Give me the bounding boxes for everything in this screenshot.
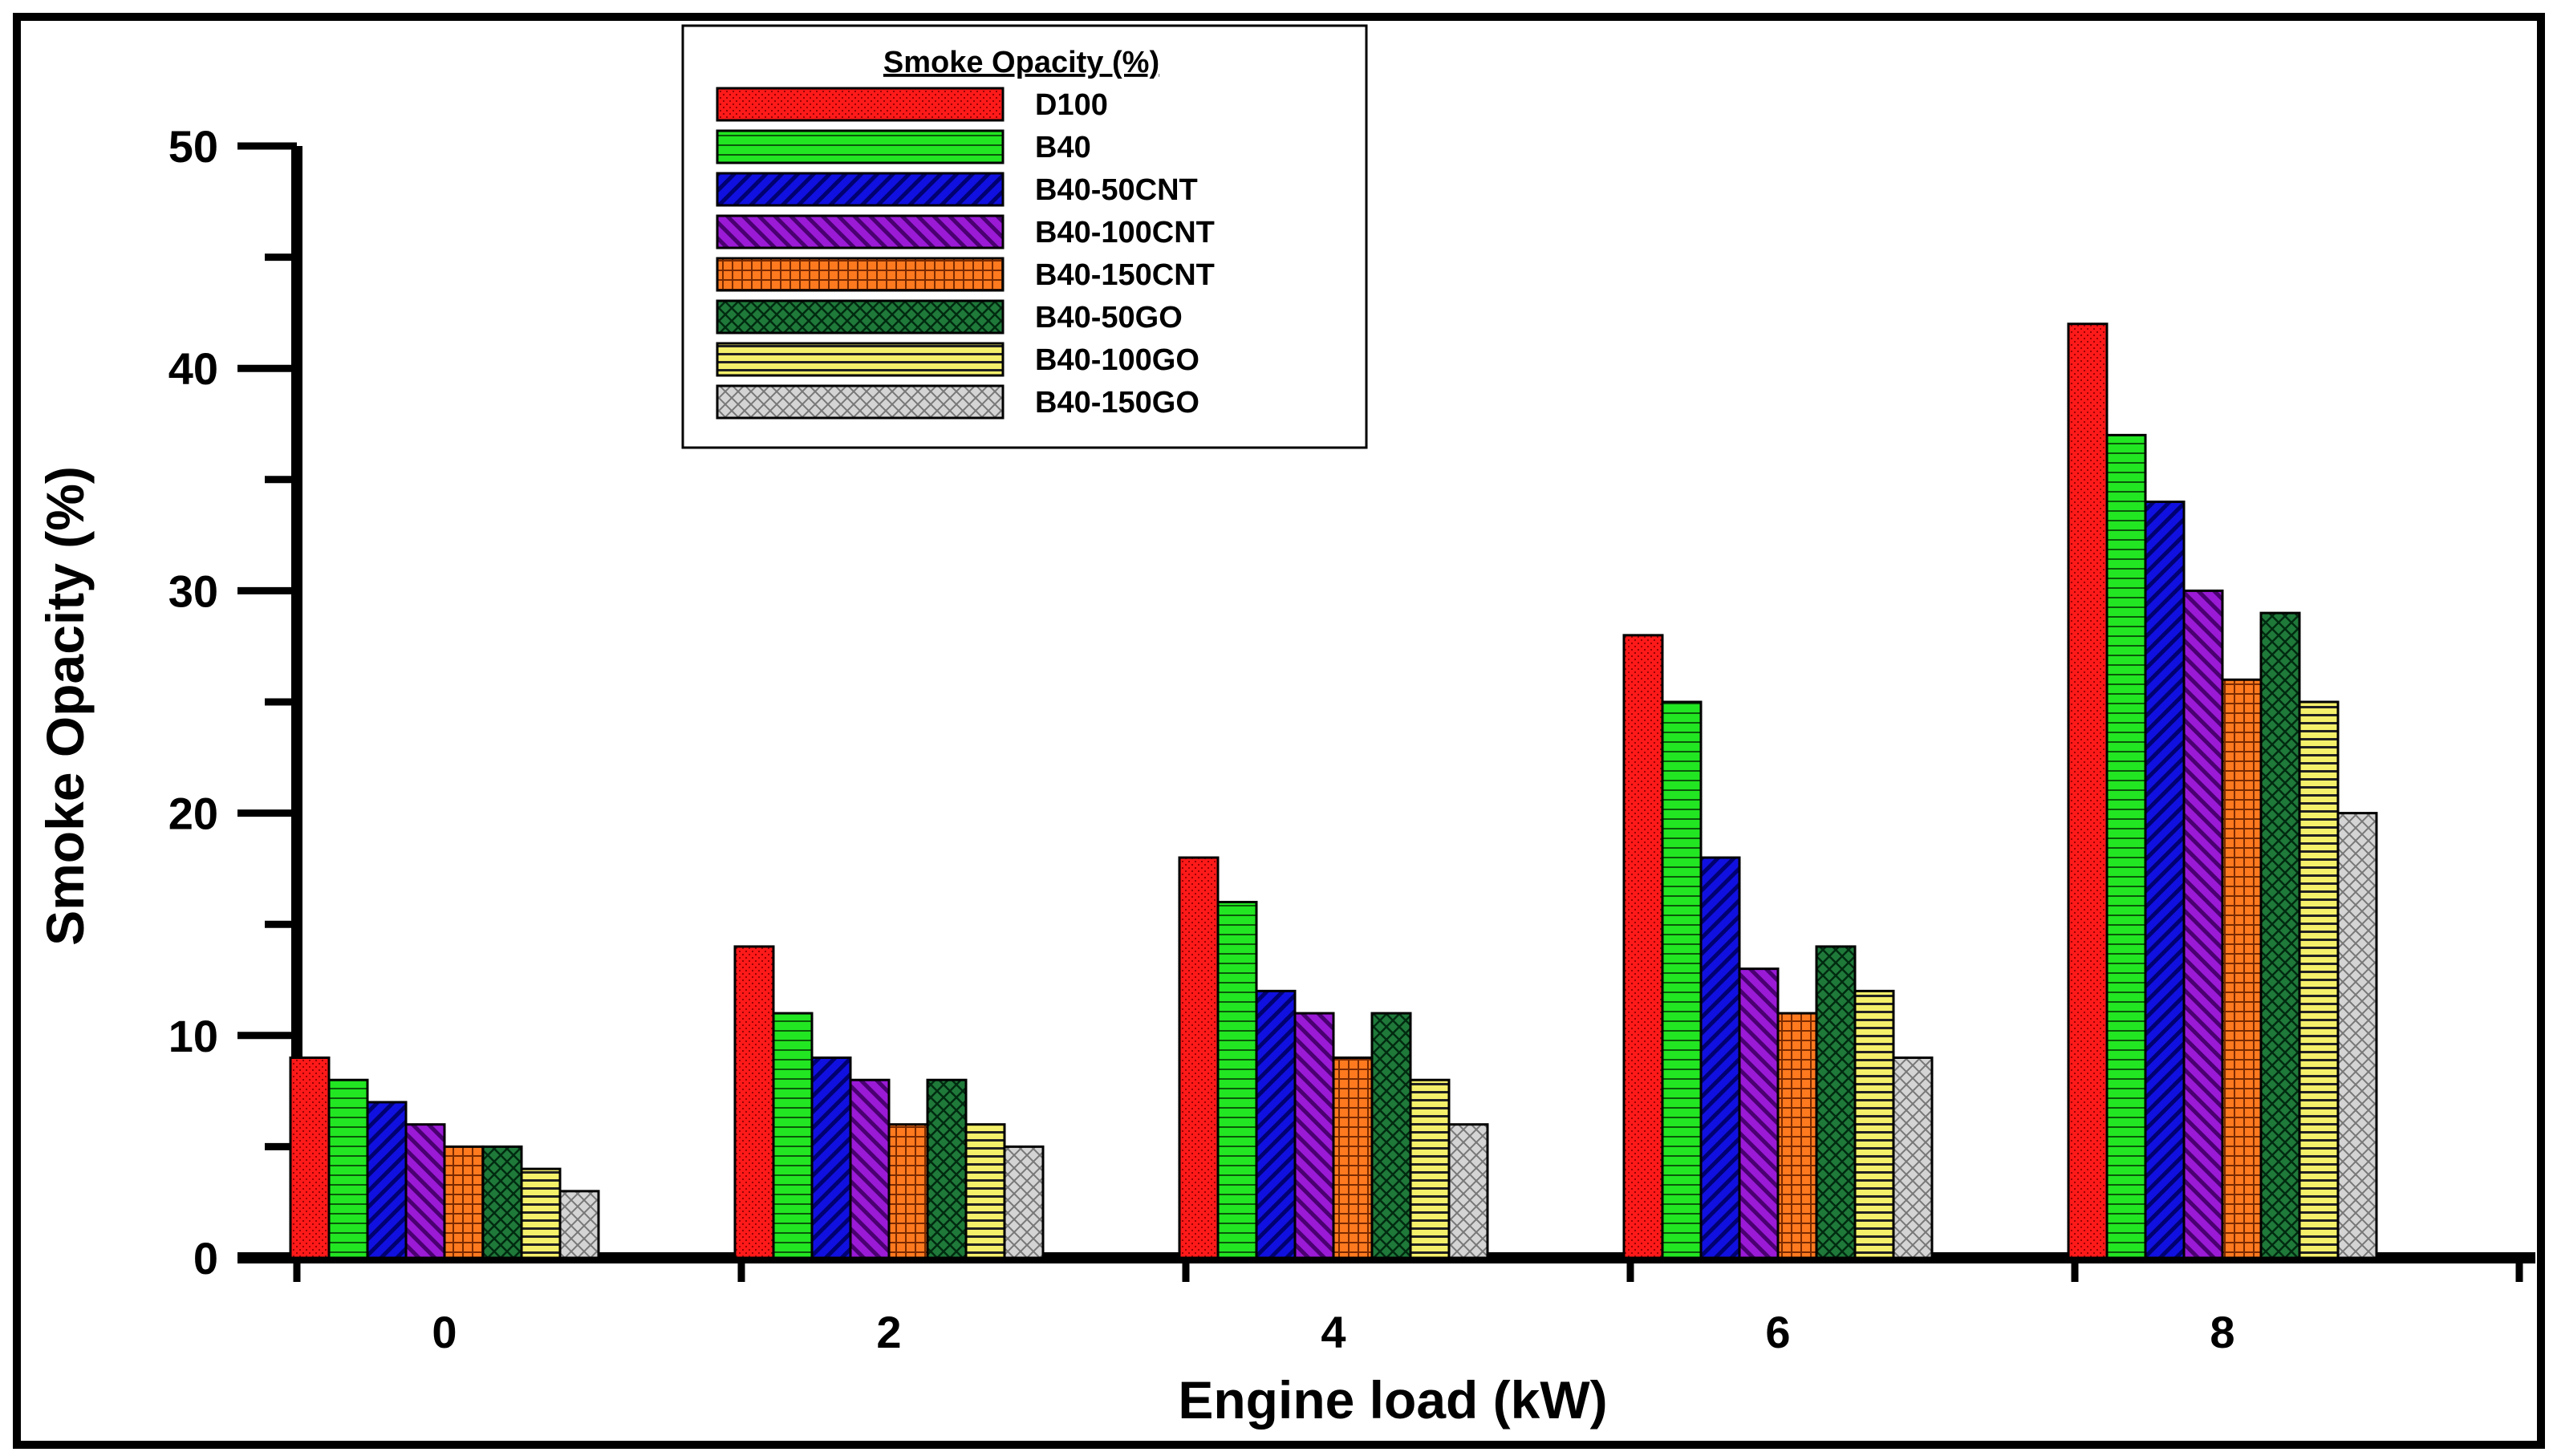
legend-swatch: [716, 384, 1005, 420]
bar: [926, 1078, 968, 1259]
bar: [1447, 1123, 1489, 1259]
legend-swatch: [716, 342, 1005, 377]
legend-swatch: [716, 87, 1005, 122]
bar: [1738, 967, 1780, 1259]
bar: [2182, 589, 2224, 1259]
x-tick-label: 6: [1765, 1307, 1790, 1357]
bar: [289, 1057, 331, 1259]
y-tick-label: 0: [193, 1233, 218, 1284]
legend-label: B40-100GO: [1035, 343, 1199, 377]
chart-frame: [13, 13, 2545, 1449]
x-tick-label: 0: [432, 1307, 457, 1357]
bar: [1255, 989, 1297, 1259]
x-axis-title: Engine load (kW): [1178, 1370, 1607, 1430]
bar: [2105, 433, 2147, 1259]
bar: [1332, 1057, 1374, 1259]
bar: [2298, 700, 2340, 1259]
bar: [2067, 322, 2109, 1259]
y-tick-label: 20: [168, 789, 218, 839]
legend-swatch: [716, 299, 1005, 335]
bar: [558, 1190, 600, 1259]
legend-label: D100: [1035, 88, 1108, 122]
x-tick-label: 4: [1321, 1307, 1346, 1357]
legend: Smoke Opacity (%) D100 B40 B40-50CNT B40-10…: [681, 24, 1368, 449]
bar: [2221, 678, 2263, 1259]
legend-swatch: [716, 214, 1005, 249]
bar: [1661, 700, 1703, 1259]
x-tick-label: 8: [2210, 1307, 2234, 1357]
bar: [810, 1057, 852, 1259]
bar: [1853, 989, 1895, 1259]
legend-swatch: [716, 257, 1005, 292]
y-tick-label: 30: [168, 566, 218, 616]
legend-label: B40-150GO: [1035, 386, 1199, 420]
y-axis-ticks: 0 10 20 30 40 50: [168, 121, 297, 1284]
bar: [1622, 634, 1664, 1259]
bar: [327, 1078, 369, 1259]
bar: [1409, 1078, 1451, 1259]
legend-label: B40-50CNT: [1035, 173, 1198, 207]
bar: [1293, 1012, 1335, 1259]
bar: [964, 1123, 1006, 1259]
legend-label: B40-150CNT: [1035, 258, 1215, 292]
bar: [1370, 1012, 1412, 1259]
bar: [443, 1145, 485, 1259]
legend-title: Smoke Opacity (%): [883, 46, 1159, 79]
bar: [481, 1145, 523, 1259]
bar: [1892, 1057, 1934, 1259]
bar: [849, 1078, 891, 1259]
y-tick-label: 40: [168, 343, 218, 394]
legend-label: B40-50GO: [1035, 301, 1183, 335]
bar: [366, 1101, 408, 1259]
bar: [772, 1012, 814, 1259]
bar: [2144, 501, 2186, 1259]
bar: [520, 1167, 562, 1259]
bar: [887, 1123, 929, 1259]
bar: [1699, 856, 1741, 1259]
bar: [1815, 945, 1857, 1259]
bar: [1216, 900, 1258, 1259]
bar: [733, 945, 775, 1259]
legend-swatch: [716, 129, 1005, 164]
x-tick-label: 2: [876, 1307, 901, 1357]
bar: [2336, 812, 2378, 1259]
x-axis-ticks: 0 2 4 6 8: [293, 1258, 2523, 1357]
bar-series-group: [289, 322, 2378, 1259]
y-axis-title: Smoke Opacity (%): [35, 466, 95, 946]
bar: [1178, 856, 1220, 1259]
bar: [1003, 1145, 1045, 1259]
legend-label: B40-100CNT: [1035, 216, 1215, 249]
bar: [404, 1123, 446, 1259]
y-tick-label: 10: [168, 1011, 218, 1061]
y-tick-label: 50: [168, 121, 218, 172]
bar: [1776, 1012, 1818, 1259]
legend-swatch: [716, 172, 1005, 207]
legend-items: D100 B40 B40-50CNT B40-100CNT B40-150CNT B40-…: [716, 87, 1215, 420]
bar: [2259, 611, 2301, 1259]
legend-label: B40: [1035, 131, 1091, 164]
